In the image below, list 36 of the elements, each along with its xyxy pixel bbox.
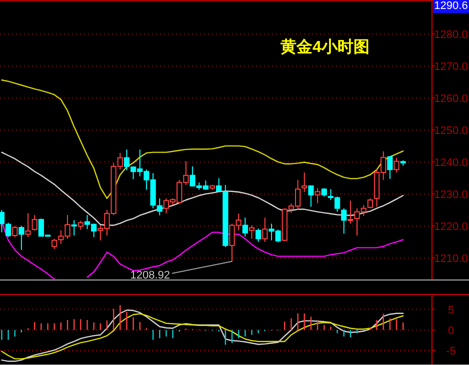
candlestick xyxy=(5,222,12,238)
y-tick-label: 1290.6 xyxy=(434,0,468,12)
candlestick xyxy=(367,198,373,209)
y-tick-label: 1240.0 xyxy=(434,156,468,169)
candlestick xyxy=(341,208,347,234)
y-tick-label: 1280.0 xyxy=(434,28,468,41)
text: 黄金4小时图 xyxy=(280,38,370,56)
y-tick-label: 1220.0 xyxy=(434,220,468,233)
line-series xyxy=(1,79,404,199)
y-tick-label: 1210.0 xyxy=(434,252,468,265)
y-tick-label: 1270.0 xyxy=(434,60,468,73)
candlestick xyxy=(308,185,314,208)
candlestick xyxy=(256,228,262,242)
candlestick xyxy=(262,217,268,242)
candlestick xyxy=(314,188,320,204)
candlestick xyxy=(348,200,354,224)
candlestick xyxy=(12,225,18,238)
candlestick xyxy=(71,220,77,236)
candlestick xyxy=(32,214,38,231)
y-tick-label: 1230.0 xyxy=(434,188,468,201)
y-tick-label: 1260.0 xyxy=(434,92,468,105)
candlestick xyxy=(25,212,31,238)
y-tick-label: 0 xyxy=(448,324,454,337)
y-tick-label: 1250.0 xyxy=(434,124,468,137)
candlestick xyxy=(394,157,400,173)
candlestick xyxy=(248,224,255,240)
y-tick-label: 5 xyxy=(448,304,454,316)
candlestick xyxy=(302,172,308,192)
candlestick xyxy=(242,217,248,237)
candlestick xyxy=(387,156,393,180)
candlestick xyxy=(18,225,24,250)
candlestick xyxy=(156,198,162,216)
candlestick xyxy=(0,209,4,233)
y-tick-label: -5 xyxy=(446,346,456,358)
candlestick xyxy=(52,238,58,250)
annotation: 1208.92 xyxy=(130,269,170,282)
